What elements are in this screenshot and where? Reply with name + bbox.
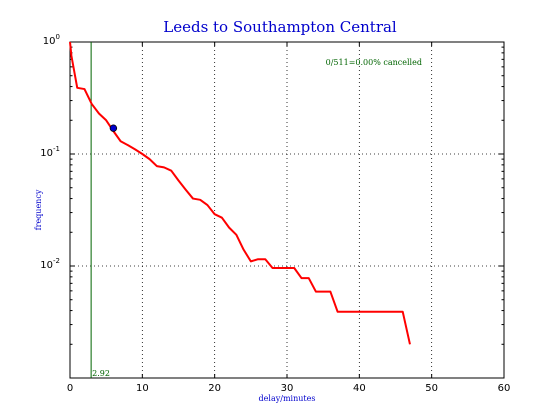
x-tick-label: 50	[425, 383, 438, 394]
x-tick-label: 30	[281, 383, 294, 394]
current-marker	[109, 124, 118, 132]
x-tick-label: 60	[498, 383, 511, 394]
x-axis-label: delay/minutes	[259, 394, 316, 403]
y-tick-base: 10	[40, 260, 53, 271]
y-tick-exponent: -1	[53, 145, 60, 153]
y-tick-exponent: 0	[56, 33, 60, 41]
y-tick-base: 10	[43, 36, 56, 47]
grid	[70, 42, 504, 378]
x-tick-label: 20	[208, 383, 221, 394]
y-tick-label: 10-2	[40, 257, 60, 271]
chart-title: Leeds to Southampton Central	[163, 18, 397, 36]
y-tick-exponent: -2	[53, 257, 60, 265]
x-tick-label: 10	[136, 383, 149, 394]
threshold-label: 2.92	[92, 369, 110, 378]
x-tick-label: 40	[353, 383, 366, 394]
x-tick-label: 0	[67, 383, 73, 394]
y-tick-label: 10-1	[40, 145, 60, 159]
x-axis: 0 10 20 30 40 50 60	[67, 42, 511, 394]
y-axis-label: frequency	[34, 189, 43, 230]
y-tick-label: 100	[43, 33, 60, 47]
delay-frequency-line	[69, 41, 411, 345]
y-tick-base: 10	[40, 148, 53, 159]
cancelled-annotation: 0/511=0.00% cancelled	[326, 58, 422, 67]
